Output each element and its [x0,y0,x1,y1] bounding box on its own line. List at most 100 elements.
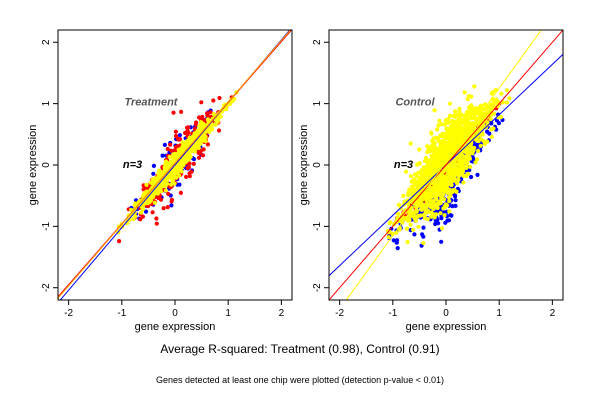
data-point [459,143,464,148]
y-axis-label: gene expression [298,125,310,206]
data-point [445,203,450,208]
data-point [481,111,487,116]
x-tick-label: -1 [388,308,397,319]
data-point [491,126,496,131]
data-point [411,178,416,183]
data-point [185,128,190,134]
data-point [468,112,473,118]
data-point [439,146,444,151]
data-point [447,199,452,204]
data-point [163,177,168,182]
data-point [421,194,426,200]
data-point [200,153,206,158]
data-point [473,137,479,142]
data-point [462,90,467,95]
points [116,90,239,244]
data-point [401,216,406,222]
data-point [435,205,440,211]
data-point [448,189,453,194]
data-point [401,193,406,198]
data-point [437,199,442,204]
data-point [426,163,431,168]
data-point [475,172,480,177]
data-point [420,180,425,185]
data-point [405,239,410,245]
data-point [161,170,166,175]
data-point [453,109,458,114]
data-point [410,190,415,195]
data-point [460,170,465,175]
data-point [408,141,413,146]
data-point [466,145,471,150]
data-point [440,172,445,177]
data-point [386,235,391,240]
data-point [416,170,421,175]
data-point [456,177,461,182]
x-tick-label: 2 [279,308,285,319]
data-point [469,151,474,156]
data-point [172,181,177,186]
data-point [444,135,449,140]
data-point [465,109,470,115]
data-point [458,120,463,125]
data-point [408,222,413,227]
data-point [419,171,424,176]
y-tick-label: 2 [41,39,52,45]
data-point [433,221,438,227]
data-point [451,177,456,182]
data-point [179,146,184,151]
data-point [404,226,410,231]
data-point [197,115,202,120]
data-point [445,169,451,174]
data-point [406,218,411,223]
fit-line-1 [329,30,563,300]
data-point [417,186,422,191]
data-point [436,139,442,144]
data-point [421,165,426,170]
data-point [161,206,166,211]
data-point [187,161,192,166]
data-point [451,139,456,144]
data-point [138,217,143,222]
data-point [184,174,189,179]
data-point [208,110,213,115]
data-point [163,159,169,164]
data-point [167,154,172,160]
data-point [214,118,219,123]
data-point [199,100,204,105]
data-point [230,99,235,104]
data-point [425,217,430,222]
data-point [168,142,173,147]
data-point [485,122,490,127]
data-point [479,103,484,108]
data-point [439,132,444,137]
panel-control: -2 -1 0 1 2 -2 -1 0 1 2 gene expression gene expres… [298,29,564,333]
data-point [425,158,430,163]
data-point [455,122,460,127]
data-point [455,166,460,171]
data-point [452,114,457,119]
data-point [131,216,136,222]
data-point [440,177,445,182]
data-point [154,216,159,221]
data-point [455,181,460,186]
data-point [464,135,469,140]
data-point [499,91,504,96]
data-point [478,143,483,148]
data-point [158,197,164,202]
data-point [438,150,443,155]
panel-title: Control [395,96,435,108]
data-point [427,176,433,181]
data-point [160,153,165,158]
data-point [409,184,414,189]
fit-line-2 [58,30,292,299]
data-point [428,194,433,200]
data-point [504,88,510,93]
data-point [451,171,456,176]
y-tick-label: -2 [312,283,323,292]
data-point [163,188,168,193]
data-point [464,165,469,170]
y-axis-label: gene expression [27,125,39,206]
data-point [421,240,426,246]
data-point [169,203,174,208]
